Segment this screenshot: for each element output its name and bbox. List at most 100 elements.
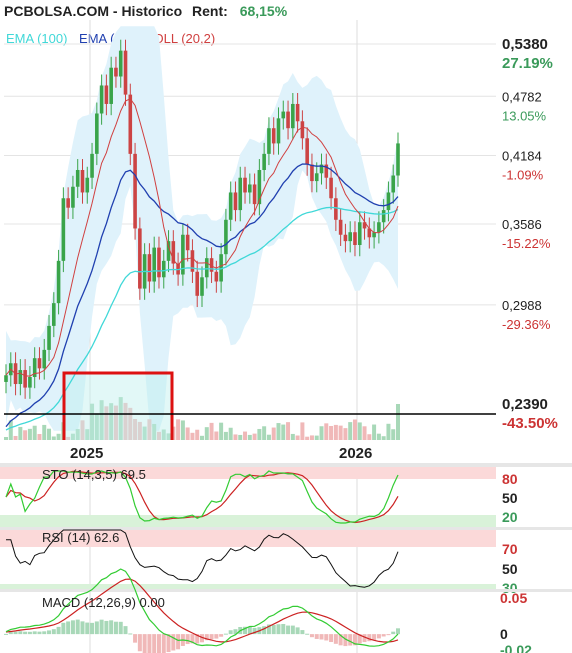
volume-bar (99, 400, 104, 440)
candle-body (133, 153, 137, 229)
candle-body (56, 260, 61, 304)
candle-body (138, 228, 142, 289)
macd-histogram-bar (80, 621, 85, 635)
volume-bar (47, 428, 52, 440)
candle-body (152, 247, 156, 282)
macd-histogram-bar (309, 634, 314, 638)
price-axis-label: 0,3586 (502, 217, 542, 232)
candle-body (334, 198, 338, 220)
volume-bar (18, 426, 23, 440)
rsi-level-label: 70 (502, 541, 518, 557)
macd-histogram-bar (90, 622, 95, 635)
macd-histogram-bar (113, 621, 118, 635)
macd-histogram-bar (314, 634, 319, 639)
rent-label: Rent: (192, 3, 228, 19)
percent-axis-label: -29.36% (502, 317, 551, 332)
candle-body (262, 153, 266, 170)
macd-histogram-bar (190, 634, 195, 644)
volume-bar (223, 431, 228, 440)
percent-axis-label: -1.09% (502, 168, 544, 183)
candle-body (147, 254, 152, 282)
volume-bar (252, 433, 257, 440)
candle-body (161, 260, 166, 278)
volume-bar (156, 431, 161, 440)
macd-histogram-bar (147, 634, 152, 653)
volume-bar (357, 422, 362, 440)
volume-bar (66, 436, 71, 440)
candle-body (348, 232, 352, 242)
volume-bar (314, 435, 319, 440)
volume-bar (75, 429, 80, 440)
volume-bar (13, 435, 18, 440)
volume-bar (185, 427, 190, 440)
volume-bar (281, 424, 286, 440)
macd-histogram-bar (37, 631, 42, 635)
candle-body (185, 234, 190, 251)
candle-body (257, 169, 262, 205)
volume-bar (305, 436, 310, 440)
candle-body (224, 219, 228, 255)
candle-body (338, 219, 343, 235)
candle-body (80, 169, 85, 193)
candle-body (391, 175, 396, 193)
candle-body (61, 198, 66, 261)
time-axis-label: 2025 (70, 445, 103, 462)
volume-bar (329, 425, 334, 440)
candle-body (214, 271, 219, 282)
macd-histogram-bar (300, 630, 305, 635)
macd-line (5, 568, 399, 647)
candle-body (276, 118, 281, 144)
macd-label: MACD (12,26,9) 0.00 (42, 595, 165, 610)
price-axis-label: 0,4184 (502, 149, 542, 164)
rsi-level-label: 50 (502, 561, 518, 577)
volume-bar (286, 422, 291, 440)
macd-histogram-bar (295, 627, 300, 635)
volume-bar (381, 436, 386, 440)
volume-bar (147, 419, 152, 440)
candle-body (99, 85, 104, 114)
macd-histogram-bar (70, 620, 75, 635)
macd-histogram-bar (262, 626, 267, 635)
volume-bar (23, 430, 28, 440)
volume-bar (372, 424, 377, 440)
macd-histogram-bar (133, 634, 138, 643)
time-axis-label: 2026 (339, 445, 372, 462)
volume-bar (233, 434, 238, 440)
candle-body (357, 222, 362, 246)
volume-bar (300, 422, 305, 440)
candle-body (85, 177, 90, 193)
bollinger-band-fill (6, 26, 398, 431)
macd-histogram-bar (228, 630, 233, 635)
volume-bars (4, 397, 400, 440)
macd-level-label: -0.02 (500, 642, 532, 653)
volume-bar (4, 437, 8, 440)
volume-bar (113, 405, 118, 440)
macd-histogram-bar (8, 632, 13, 635)
sto-level-label: 80 (502, 471, 518, 487)
macd-histogram-bar (271, 624, 276, 635)
macd-histogram-bar (324, 634, 329, 641)
candle-body (362, 222, 367, 229)
candle-body (396, 143, 400, 176)
price-axis-label: 0,2988 (502, 298, 542, 313)
volume-bar (190, 432, 195, 440)
macd-histogram-bar (243, 626, 248, 635)
volume-bar (104, 406, 109, 440)
volume-bar (290, 433, 295, 440)
macd-level-label: 0 (500, 626, 508, 642)
rsi-line (6, 529, 399, 588)
volume-bar (386, 423, 391, 440)
candle-body (52, 303, 56, 326)
macd-histogram-bar (290, 625, 295, 635)
rsi-overbought-zone (0, 530, 496, 547)
legend-ema100: EMA (100) (6, 31, 68, 46)
candle-body (200, 277, 204, 296)
macd-histogram-bar (4, 633, 8, 635)
macd-histogram-bar (286, 625, 291, 635)
macd-histogram-bar (128, 633, 133, 635)
ema100-line (5, 206, 399, 431)
candle-body (18, 370, 23, 385)
candle-body (195, 271, 200, 296)
volume-bar (209, 422, 214, 440)
candle-body (109, 67, 113, 104)
